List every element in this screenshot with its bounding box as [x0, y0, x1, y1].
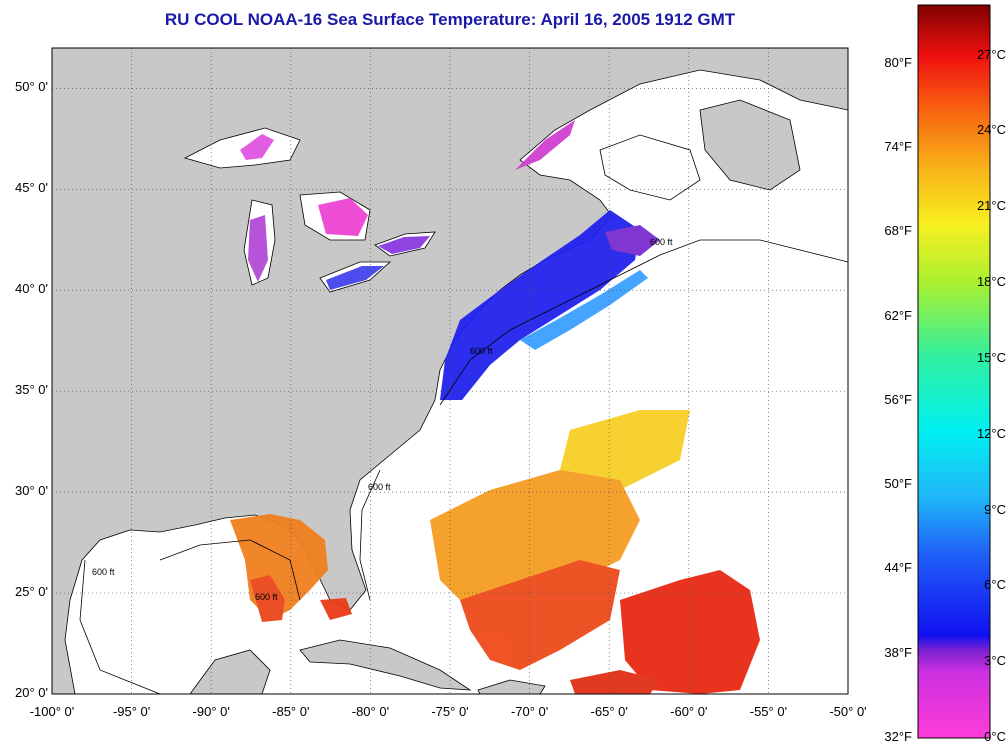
contour-label: 600 ft: [368, 482, 391, 492]
lon-tick-label: -100° 0': [29, 704, 75, 719]
colorbar-gradient: [917, 4, 991, 739]
land-cuba: [299, 639, 472, 691]
lat-tick-label: 50° 0': [15, 79, 48, 95]
land-yucatan: [189, 649, 271, 694]
sst-lake-superior-magenta: [240, 134, 274, 160]
bathymetry-contours: [79, 239, 848, 694]
colorbar-celsius-label: 18°C: [976, 274, 1006, 290]
lat-tick-label: 20° 0': [15, 685, 48, 700]
lon-tick-label: -50° 0': [829, 704, 867, 719]
colorbar-fahrenheit-label: 50°F: [884, 476, 912, 492]
map-grid: [52, 48, 848, 694]
sst-bahamas-red: [460, 560, 620, 670]
sst-south-red: [570, 670, 660, 694]
map-title: RU COOL NOAA-16 Sea Surface Temperature:…: [164, 10, 736, 29]
lon-tick-label: -75° 0': [431, 704, 469, 719]
gulf-st-lawrence: [599, 134, 701, 201]
sst-st-lawrence-magenta: [515, 120, 575, 170]
sst-overlay: [230, 120, 760, 694]
land-newfoundland: [699, 99, 801, 191]
colorbar-celsius-label: 15°C: [976, 349, 1006, 365]
colorbar-celsius-label: 24°C: [976, 122, 1006, 138]
colorbar-celsius-label: 6°C: [984, 577, 1006, 593]
sst-lake-huron-magenta: [318, 198, 368, 236]
colorbar-fahrenheit-label: 32°F: [884, 729, 912, 744]
lon-tick-label: -95° 0': [112, 704, 151, 719]
colorbar-fahrenheit-label: 80°F: [884, 54, 912, 70]
lat-tick-label: 40° 0': [15, 281, 48, 297]
sst-cape-breton-purple: [605, 225, 660, 256]
colorbar-fahrenheit-label: 62°F: [884, 307, 912, 323]
contour-label: 600 ft: [650, 237, 673, 247]
contour-label: 600 ft: [470, 346, 493, 356]
colorbar-celsius-label: 3°C: [984, 653, 1006, 669]
contour-label: 600 ft: [255, 592, 278, 602]
lake-superior: [183, 127, 301, 169]
sst-gulf-maine-cold: [440, 210, 640, 400]
lon-tick-label: -60° 0': [670, 704, 708, 719]
lon-tick-label: -70° 0': [510, 704, 549, 719]
lon-tick-label: -90° 0': [192, 704, 230, 719]
sst-florida-keys: [320, 598, 352, 620]
colorbar-fahrenheit-label: 68°F: [884, 223, 912, 239]
sst-lake-michigan-purple: [248, 215, 268, 282]
lon-tick-label: -85° 0': [272, 704, 310, 719]
colorbar-fahrenheit-label: 56°F: [884, 391, 912, 407]
lat-tick-label: 25° 0': [15, 584, 48, 600]
sst-lake-erie-blue: [326, 266, 384, 290]
sst-lake-ontario-purple: [378, 236, 430, 254]
land-hispaniola: [477, 679, 546, 694]
lat-tick-label: 30° 0': [15, 483, 48, 499]
sst-caribbean-red: [620, 570, 760, 694]
colorbar-fahrenheit-label: 74°F: [884, 139, 912, 155]
sst-gulf-red: [250, 575, 285, 622]
colorbar-fahrenheit-label: 44°F: [884, 560, 912, 576]
colorbar-celsius-label: 12°C: [976, 425, 1006, 441]
lon-tick-label: -55° 0': [749, 704, 788, 719]
colorbar-celsius-label: 0°C: [984, 729, 1006, 744]
lon-tick-label: -65° 0': [590, 704, 628, 719]
lon-tick-label: -80° 0': [351, 704, 390, 719]
lat-tick-label: 45° 0': [15, 180, 48, 196]
colorbar-fahrenheit-label: 38°F: [884, 644, 912, 660]
colorbar-celsius-label: 27°C: [976, 46, 1006, 62]
colorbar-celsius-label: 9°C: [984, 501, 1006, 517]
lat-tick-label: 35° 0': [15, 382, 48, 398]
colorbar-celsius-label: 21°C: [976, 198, 1006, 214]
map-frame: [51, 47, 849, 695]
contour-label: 600 ft: [92, 567, 115, 577]
